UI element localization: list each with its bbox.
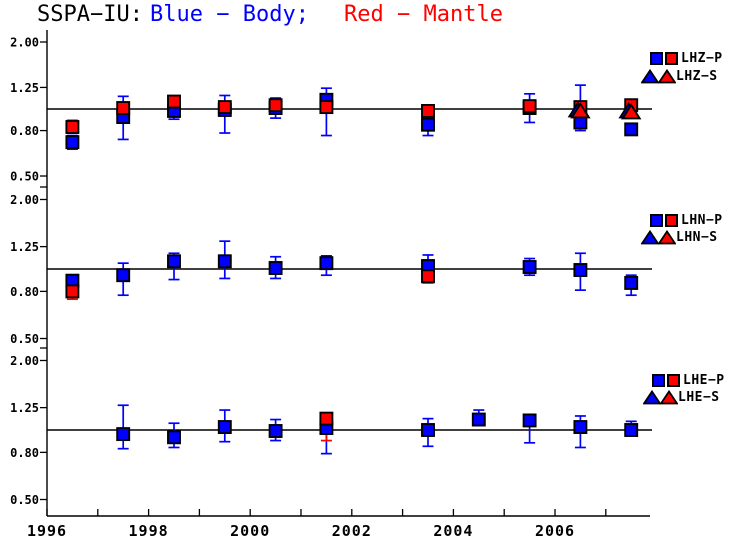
legend-lhe-s: LHE−S <box>643 390 720 405</box>
marker-lhe-p-body <box>573 420 588 434</box>
marker-lhn-p-body <box>522 260 537 274</box>
y-tick-label: 1.25 <box>10 81 39 95</box>
body-p-square-icon <box>650 214 663 227</box>
legend-lhz-p: LHZ−P <box>650 51 723 66</box>
x-tick-label: 2006 <box>535 522 575 540</box>
marker-lhz-p-mantle <box>421 104 435 118</box>
marker-lhe-p-body <box>522 413 537 428</box>
marker-lhe-p-mantle <box>319 411 334 426</box>
title-station: SSPA−IU: <box>37 2 143 27</box>
legend-label-lhn-p: LHN−P <box>681 213 723 228</box>
marker-lhe-p-body <box>268 424 283 438</box>
mantle-p-square-icon <box>667 374 680 387</box>
marker-lhe-p-body <box>624 423 639 437</box>
marker-lhz-s-mantle <box>570 102 591 119</box>
y-tick-label: 0.50 <box>10 170 39 184</box>
body-s-triangle-icon <box>641 69 659 84</box>
x-tick-label: 2000 <box>230 522 270 540</box>
y-tick-label: 2.00 <box>10 35 39 49</box>
title-mantle-legend: Red − Mantle <box>344 2 503 27</box>
title-body-legend: Blue − Body; <box>150 2 309 27</box>
marker-lhz-p-body <box>624 122 639 137</box>
marker-lhz-s-mantle <box>620 103 642 120</box>
legend-lhn-s: LHN−S <box>641 230 718 245</box>
legend-lhn-p: LHN−P <box>650 213 723 228</box>
marker-lhe-p-body <box>217 420 232 434</box>
marker-lhn-p-body <box>217 254 232 269</box>
body-p-square-icon <box>652 374 665 387</box>
y-tick-label: 0.50 <box>10 493 39 507</box>
marker-lhz-p-mantle <box>319 100 334 115</box>
y-tick-label: 2.00 <box>10 354 39 368</box>
marker-lhz-p-mantle <box>268 98 283 113</box>
body-s-triangle-icon <box>643 390 661 405</box>
y-tick-label: 0.80 <box>10 124 39 138</box>
y-tick-label: 2.00 <box>10 193 39 207</box>
marker-lhz-p-mantle <box>217 100 232 115</box>
marker-lhn-p-body <box>268 261 283 275</box>
marker-lhz-p-mantle <box>65 120 80 134</box>
x-tick-label: 2002 <box>332 522 372 540</box>
marker-lhn-p-mantle <box>421 269 435 284</box>
marker-lhn-p-body <box>319 256 334 271</box>
marker-lhn-p-body <box>573 263 588 277</box>
y-tick-label: 0.50 <box>10 332 39 346</box>
legend-label-lhz-s: LHZ−S <box>676 69 718 84</box>
marker-lhe-p-body <box>421 423 435 437</box>
y-tick-label: 1.25 <box>10 240 39 254</box>
legend-label-lhz-p: LHZ−P <box>681 51 723 66</box>
mantle-p-square-icon <box>665 214 678 227</box>
marker-lhn-p-body <box>116 268 131 283</box>
x-tick-label: 2004 <box>433 522 473 540</box>
legend-label-lhe-p: LHE−P <box>683 373 725 388</box>
marker-lhz-p-mantle <box>116 101 131 115</box>
body-p-square-icon <box>650 52 663 65</box>
y-tick-label: 1.25 <box>10 401 39 415</box>
marker-lhz-p-body <box>421 117 435 132</box>
marker-lhn-p-mantle <box>65 284 80 299</box>
marker-lhe-p-body <box>471 412 486 427</box>
mantle-s-triangle-icon <box>658 69 676 84</box>
marker-lhn-p-body <box>167 254 181 269</box>
mantle-s-triangle-icon <box>658 230 676 245</box>
body-s-triangle-icon <box>641 230 659 245</box>
marker-lhe-p-body <box>116 427 131 442</box>
legend-lhe-p: LHE−P <box>652 373 725 388</box>
x-tick-label: 1998 <box>129 522 169 540</box>
y-tick-label: 0.80 <box>10 285 39 299</box>
marker-lhz-p-mantle <box>522 99 537 114</box>
marker-lhz-p-body <box>65 135 80 150</box>
marker-lhn-p-body <box>624 276 639 290</box>
marker-lhz-p-mantle <box>167 94 181 109</box>
legend-label-lhe-s: LHE−S <box>678 390 720 405</box>
mantle-s-triangle-icon <box>660 390 678 405</box>
y-tick-label: 0.80 <box>10 446 39 460</box>
x-tick-label: 1996 <box>27 522 67 540</box>
legend-lhz-s: LHZ−S <box>641 69 718 84</box>
marker-lhe-p-body <box>167 430 181 445</box>
legend-label-lhn-s: LHN−S <box>676 230 718 245</box>
mantle-p-square-icon <box>665 52 678 65</box>
